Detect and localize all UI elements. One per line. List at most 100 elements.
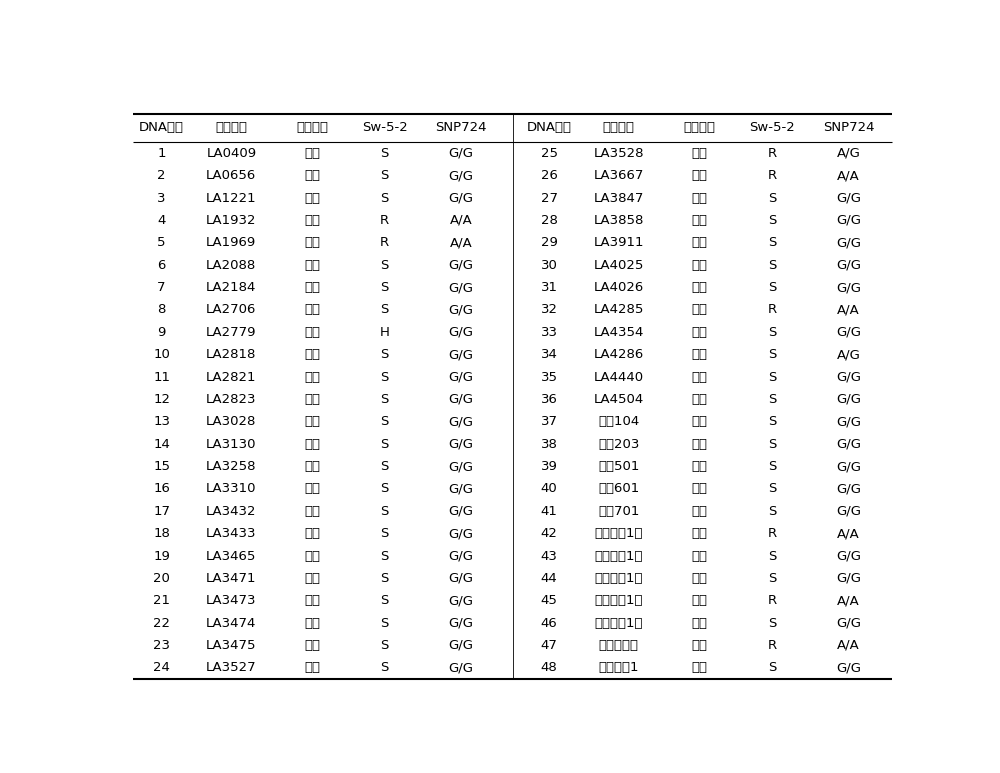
Text: LA1221: LA1221: [206, 192, 257, 205]
Text: LA4285: LA4285: [594, 304, 644, 316]
Text: 感病: 感病: [304, 147, 320, 160]
Text: 47: 47: [541, 639, 558, 652]
Text: G/G: G/G: [449, 617, 474, 630]
Text: S: S: [381, 572, 389, 585]
Text: S: S: [768, 192, 776, 205]
Text: A/A: A/A: [837, 304, 860, 316]
Text: 44: 44: [541, 572, 557, 585]
Text: S: S: [768, 617, 776, 630]
Text: 感病: 感病: [304, 192, 320, 205]
Text: 25: 25: [541, 147, 558, 160]
Text: LA4504: LA4504: [594, 393, 644, 406]
Text: 感病: 感病: [304, 527, 320, 540]
Text: LA3475: LA3475: [206, 639, 257, 652]
Text: 京番601: 京番601: [598, 482, 639, 495]
Text: 32: 32: [541, 304, 558, 316]
Text: S: S: [381, 415, 389, 428]
Text: 感病: 感病: [692, 237, 708, 250]
Text: 京番红罗1号: 京番红罗1号: [595, 550, 643, 563]
Text: LA3474: LA3474: [206, 617, 257, 630]
Text: 感病: 感病: [692, 214, 708, 227]
Text: S: S: [768, 572, 776, 585]
Text: G/G: G/G: [836, 460, 861, 473]
Text: G/G: G/G: [449, 438, 474, 451]
Text: 46: 46: [541, 617, 557, 630]
Text: 37: 37: [541, 415, 558, 428]
Text: S: S: [381, 639, 389, 652]
Text: 16: 16: [153, 482, 170, 495]
Text: 抗病: 抗病: [692, 147, 708, 160]
Text: S: S: [768, 662, 776, 674]
Text: 13: 13: [153, 415, 170, 428]
Text: 京番黄星1号: 京番黄星1号: [595, 572, 643, 585]
Text: S: S: [768, 214, 776, 227]
Text: 感病: 感病: [692, 438, 708, 451]
Text: G/G: G/G: [449, 594, 474, 608]
Text: A/A: A/A: [837, 639, 860, 652]
Text: 抗病: 抗病: [692, 594, 708, 608]
Text: 感病: 感病: [692, 393, 708, 406]
Text: 感病: 感病: [304, 169, 320, 182]
Text: 田间表型: 田间表型: [684, 121, 716, 135]
Text: LA3847: LA3847: [594, 192, 644, 205]
Text: R: R: [768, 169, 777, 182]
Text: LA0656: LA0656: [206, 169, 256, 182]
Text: 感病: 感病: [304, 393, 320, 406]
Text: A/G: A/G: [837, 147, 860, 160]
Text: G/G: G/G: [449, 550, 474, 563]
Text: G/G: G/G: [449, 415, 474, 428]
Text: A/A: A/A: [837, 169, 860, 182]
Text: G/G: G/G: [836, 572, 861, 585]
Text: A/G: A/G: [837, 348, 860, 361]
Text: G/G: G/G: [449, 393, 474, 406]
Text: 感病: 感病: [692, 348, 708, 361]
Text: SNP724: SNP724: [823, 121, 874, 135]
Text: LA2088: LA2088: [206, 259, 256, 271]
Text: S: S: [381, 281, 389, 294]
Text: A/A: A/A: [450, 214, 472, 227]
Text: 26: 26: [541, 169, 558, 182]
Text: G/G: G/G: [836, 259, 861, 271]
Text: LA1932: LA1932: [206, 214, 257, 227]
Text: S: S: [768, 460, 776, 473]
Text: LA3471: LA3471: [206, 572, 257, 585]
Text: R: R: [380, 237, 389, 250]
Text: 京番中彩1: 京番中彩1: [599, 662, 639, 674]
Text: G/G: G/G: [836, 237, 861, 250]
Text: 感病: 感病: [304, 505, 320, 518]
Text: 感病: 感病: [692, 325, 708, 339]
Text: S: S: [381, 304, 389, 316]
Text: G/G: G/G: [449, 662, 474, 674]
Text: 感病: 感病: [304, 460, 320, 473]
Text: 感病: 感病: [692, 572, 708, 585]
Text: LA3432: LA3432: [206, 505, 257, 518]
Text: G/G: G/G: [449, 639, 474, 652]
Text: A/A: A/A: [450, 237, 472, 250]
Text: 感病: 感病: [692, 617, 708, 630]
Text: 9: 9: [157, 325, 166, 339]
Text: LA3528: LA3528: [594, 147, 644, 160]
Text: LA1969: LA1969: [206, 237, 256, 250]
Text: S: S: [768, 482, 776, 495]
Text: 7: 7: [157, 281, 166, 294]
Text: 感病: 感病: [692, 460, 708, 473]
Text: S: S: [381, 662, 389, 674]
Text: 30: 30: [541, 259, 558, 271]
Text: LA3858: LA3858: [594, 214, 644, 227]
Text: 抗病: 抗病: [692, 304, 708, 316]
Text: LA3310: LA3310: [206, 482, 257, 495]
Text: G/G: G/G: [449, 460, 474, 473]
Text: R: R: [768, 304, 777, 316]
Text: 感病: 感病: [692, 281, 708, 294]
Text: G/G: G/G: [836, 192, 861, 205]
Text: 48: 48: [541, 662, 557, 674]
Text: G/G: G/G: [836, 662, 861, 674]
Text: 抗病: 抗病: [304, 325, 320, 339]
Text: R: R: [380, 214, 389, 227]
Text: 感病: 感病: [692, 259, 708, 271]
Text: S: S: [768, 393, 776, 406]
Text: Sw-5-2: Sw-5-2: [362, 121, 408, 135]
Text: 4: 4: [157, 214, 166, 227]
Text: 感病: 感病: [304, 572, 320, 585]
Text: 23: 23: [153, 639, 170, 652]
